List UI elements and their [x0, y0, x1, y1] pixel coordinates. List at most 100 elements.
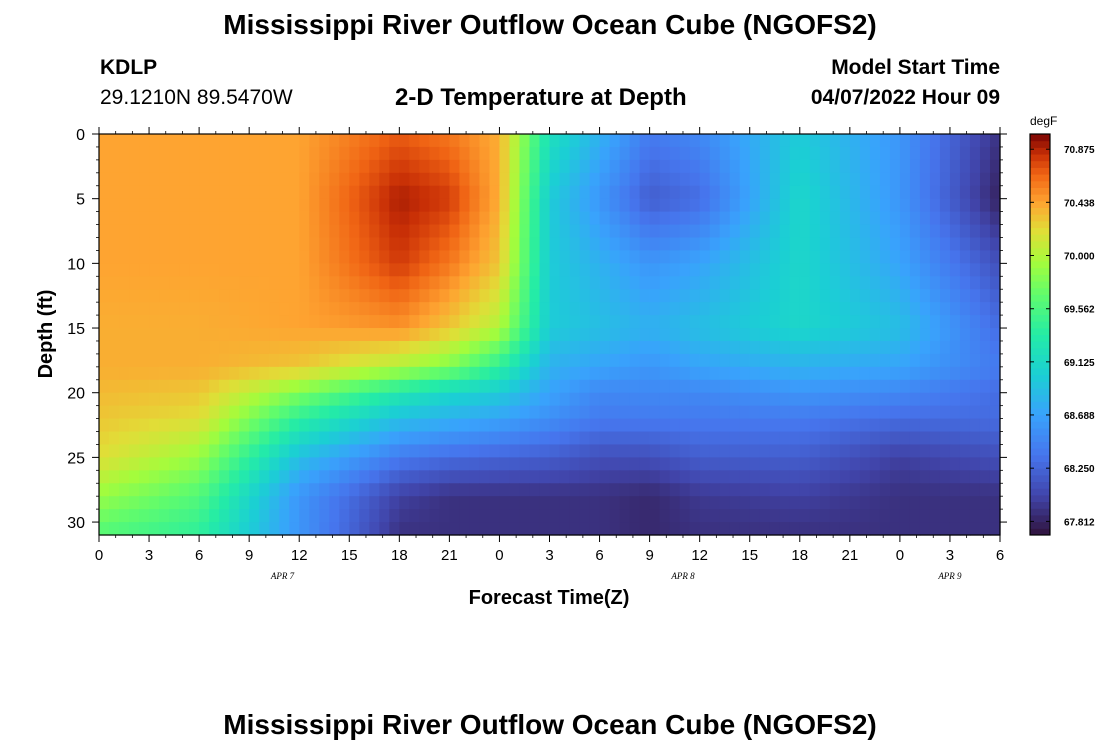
heatmap-cell: [299, 146, 310, 161]
heatmap-cell: [549, 496, 561, 510]
heatmap-cell: [409, 496, 420, 510]
heatmap-cell: [889, 509, 901, 523]
heatmap-cell: [259, 263, 270, 277]
heatmap-cell: [739, 509, 751, 523]
heatmap-cell: [249, 431, 260, 446]
colorbar-segment: [1030, 167, 1050, 175]
heatmap-cell: [689, 405, 701, 420]
heatmap-cell: [179, 276, 190, 290]
heatmap-cell: [869, 470, 881, 484]
heatmap-cell: [349, 250, 360, 264]
heatmap-cell: [649, 353, 661, 368]
heatmap-cell: [889, 211, 901, 226]
heatmap-cell: [279, 198, 290, 213]
heatmap-cell: [599, 315, 611, 329]
heatmap-cell: [789, 289, 801, 303]
heatmap-cell: [659, 315, 671, 329]
heatmap-cell: [659, 289, 671, 303]
heatmap-cell: [769, 250, 781, 264]
heatmap-cell: [119, 224, 130, 239]
heatmap-cell: [509, 418, 521, 433]
heatmap-cell: [899, 146, 911, 161]
heatmap-cell: [619, 405, 631, 420]
heatmap-cell: [319, 509, 330, 523]
heatmap-cell: [399, 353, 410, 368]
heatmap-cell: [859, 224, 871, 239]
heatmap-cell: [429, 172, 440, 187]
heatmap-cell: [369, 522, 380, 536]
heatmap-cell: [349, 366, 360, 381]
heatmap-cell: [929, 457, 941, 471]
heatmap-cell: [769, 134, 781, 148]
heatmap-cell: [249, 224, 260, 239]
heatmap-cell: [309, 509, 320, 523]
heatmap-cell: [789, 328, 801, 342]
heatmap-cell: [269, 224, 280, 239]
heatmap-cell: [429, 405, 440, 420]
heatmap-cell: [239, 470, 250, 484]
heatmap-cell: [829, 159, 841, 174]
heatmap-cell: [789, 457, 801, 471]
heatmap-cell: [949, 134, 961, 148]
heatmap-cell: [719, 470, 731, 484]
heatmap-cell: [219, 418, 230, 433]
heatmap-cell: [749, 198, 761, 213]
colorbar-frame: [1029, 133, 1051, 536]
heatmap-cell: [459, 418, 471, 433]
heatmap-cell: [119, 146, 130, 161]
heatmap-cell: [909, 328, 921, 342]
heatmap-cell: [159, 134, 170, 148]
heatmap-cell: [919, 276, 931, 290]
heatmap-cell: [839, 431, 851, 446]
heatmap-cell: [249, 134, 260, 148]
heatmap-cell: [189, 470, 200, 484]
heatmap-cell: [919, 483, 931, 497]
heatmap-cell: [859, 276, 871, 290]
heatmap-cell: [229, 224, 240, 239]
heatmap-cell: [409, 418, 420, 433]
heatmap-cell: [229, 172, 240, 187]
heatmap-cell: [249, 185, 260, 200]
heatmap-cell: [899, 483, 911, 497]
heatmap-cell: [119, 211, 130, 226]
heatmap-cell: [889, 237, 901, 252]
heatmap-cell: [209, 340, 220, 355]
heatmap-cell: [669, 379, 681, 394]
heatmap-cell: [759, 172, 771, 187]
heatmap-cell: [319, 289, 330, 303]
heatmap-cell: [819, 431, 831, 446]
heatmap-cell: [389, 263, 400, 277]
heatmap-cell: [209, 418, 220, 433]
heatmap-cell: [119, 159, 130, 174]
heatmap-cell: [349, 418, 360, 433]
heatmap-cell: [459, 224, 471, 239]
heatmap-cell: [929, 315, 941, 329]
heatmap-cell: [459, 172, 471, 187]
heatmap-cell: [139, 366, 150, 381]
heatmap-cell: [429, 353, 440, 368]
heatmap-cell: [839, 315, 851, 329]
heatmap-cell: [379, 211, 390, 226]
heatmap-cell: [99, 146, 110, 161]
heatmap-cell: [229, 457, 240, 471]
heatmap-cell: [769, 483, 781, 497]
heatmap-cell: [869, 522, 881, 536]
heatmap-cell: [469, 289, 481, 303]
heatmap-cell: [699, 134, 711, 148]
heatmap-cell: [869, 315, 881, 329]
heatmap-cell: [449, 444, 460, 458]
heatmap-cell: [459, 353, 471, 368]
heatmap-cell: [819, 224, 831, 239]
heatmap-cell: [809, 224, 821, 239]
heatmap-cell: [889, 470, 901, 484]
heatmap-cell: [469, 302, 481, 316]
heatmap-cell: [199, 159, 210, 174]
heatmap-cell: [709, 211, 721, 226]
heatmap-cell: [929, 302, 941, 316]
heatmap-cell: [819, 457, 831, 471]
heatmap-cell: [369, 198, 380, 213]
heatmap-cell: [889, 366, 901, 381]
heatmap-cell: [99, 263, 110, 277]
heatmap-cell: [789, 496, 801, 510]
colorbar-segment: [1030, 347, 1050, 356]
